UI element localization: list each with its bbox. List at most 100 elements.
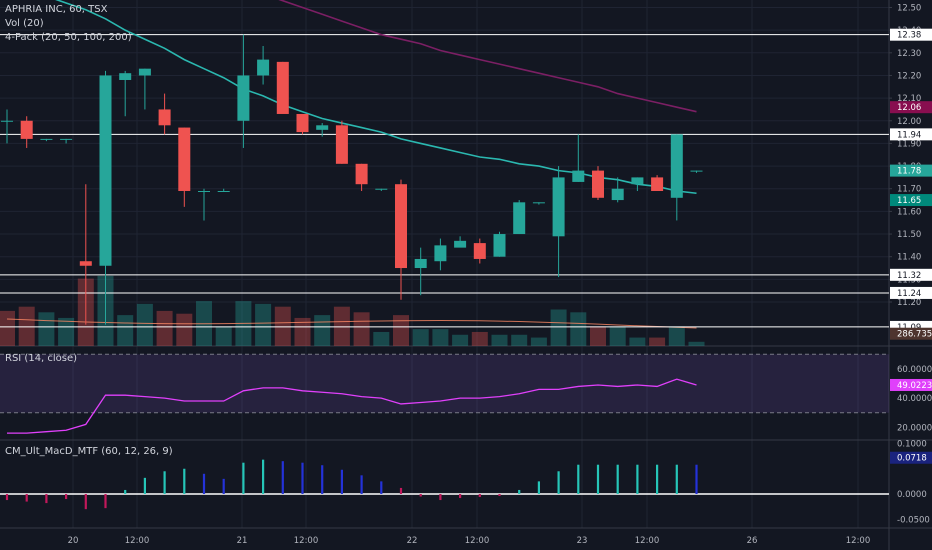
volume-bar	[550, 309, 567, 346]
volume-bar	[274, 306, 291, 346]
candle-body	[276, 61, 289, 114]
time-axis-label: 12:00	[635, 536, 660, 546]
ma-slow-line	[278, 0, 697, 113]
rsi-axis-label: 40.0000	[897, 394, 932, 404]
rsi-value-tag-label: 49.0223	[897, 381, 932, 391]
volume-bar	[668, 326, 685, 346]
volume-bar	[136, 303, 153, 346]
volume-bar	[255, 303, 272, 346]
time-axis-label: 26	[747, 536, 758, 546]
macd-axis-label: -0.0500	[897, 515, 930, 525]
macd-value-tag	[890, 451, 932, 464]
price-axis-label: 12.20	[897, 71, 921, 81]
candle	[198, 188, 210, 221]
candle	[513, 200, 526, 235]
candle-body	[670, 134, 683, 198]
candle-body	[138, 68, 151, 76]
candle	[473, 238, 486, 264]
candle-body	[434, 245, 447, 262]
candle	[1, 109, 13, 144]
rsi-indicator-label[interactable]: RSI (14, close)	[5, 353, 78, 364]
candle	[335, 120, 348, 164]
volume-bar	[412, 329, 429, 346]
price-axis	[889, 7, 892, 303]
price-axis-label: 11.90	[897, 139, 921, 149]
candle-body	[454, 240, 467, 248]
candle-body	[651, 177, 664, 191]
candle-body	[335, 125, 348, 164]
candle	[276, 61, 289, 114]
candle-body	[198, 190, 210, 192]
candle-body	[1, 120, 13, 122]
candle-series	[1, 34, 703, 325]
price-axis-label: 12.50	[897, 4, 921, 14]
price-tag-label: 286.735K	[897, 330, 932, 340]
volume-bar	[176, 313, 193, 346]
candle	[375, 188, 388, 191]
candle-body	[414, 258, 427, 269]
price-tag	[890, 327, 932, 340]
volume-bar	[511, 334, 528, 346]
price-levels	[0, 34, 889, 328]
volume-bar	[58, 317, 75, 346]
candle-body	[79, 261, 92, 266]
candle-body	[611, 188, 624, 201]
candle	[178, 127, 191, 207]
candle-body	[592, 170, 604, 198]
price-tag	[890, 194, 932, 207]
macd-value-tag-label: 0.0718	[897, 454, 927, 464]
price-tag-label: 11.65	[897, 196, 921, 206]
macd-axis-label: 0.0000	[897, 490, 927, 500]
volume-bar	[491, 334, 508, 346]
rsi-value-tag	[890, 378, 932, 391]
volume-bar	[629, 337, 646, 346]
time-axis-label: 12:00	[294, 536, 319, 546]
rsi-band	[0, 354, 889, 413]
rsi-line	[7, 378, 697, 434]
candle-body	[40, 138, 53, 140]
candle	[532, 202, 545, 205]
level-tag-label: 11.94	[897, 130, 921, 140]
volume-bar	[373, 331, 390, 346]
candle	[40, 138, 53, 142]
volume-bar	[649, 337, 666, 346]
volume-bar	[18, 306, 35, 346]
candle	[138, 68, 151, 110]
level-tag	[890, 268, 932, 281]
moving-average-indicator-label[interactable]: 4-Pack (20, 50, 100, 200)	[5, 32, 132, 43]
volume-bar	[0, 310, 15, 346]
volume-ma-line	[6, 318, 697, 329]
chart-title: APHRIA INC, 60, TSX	[5, 4, 108, 15]
candle	[454, 236, 467, 248]
candle-body	[631, 177, 644, 185]
volume-bar	[471, 331, 488, 346]
rsi-axis-label: 60.0000	[897, 365, 932, 375]
volume-bar	[333, 306, 350, 346]
candle	[631, 177, 644, 191]
volume-indicator-label[interactable]: Vol (20)	[5, 18, 44, 29]
candle	[395, 179, 407, 300]
candle	[296, 113, 309, 135]
candle	[414, 247, 427, 296]
volume-bar	[452, 334, 469, 346]
candle	[572, 134, 585, 182]
candle	[257, 46, 270, 85]
macd-axis-label: 0.1000	[897, 440, 927, 450]
level-tag-label: 12.38	[897, 31, 921, 41]
macd-indicator-label[interactable]: CM_Ult_MacD_MTF (60, 12, 26, 9)	[5, 446, 173, 457]
price-tag-label: 11.78	[897, 167, 921, 177]
volume-bar	[688, 341, 705, 346]
candle	[552, 166, 565, 278]
candle-body	[473, 243, 486, 259]
volume-bar	[530, 337, 547, 346]
volume-series	[0, 275, 705, 346]
candle	[355, 163, 368, 191]
volume-bar	[590, 326, 606, 346]
candle	[20, 116, 33, 148]
candle-body	[119, 73, 132, 80]
price-axis-label: 12.10	[897, 94, 921, 104]
candle-body	[178, 127, 191, 191]
candle	[493, 231, 506, 257]
candle-body	[99, 75, 112, 266]
